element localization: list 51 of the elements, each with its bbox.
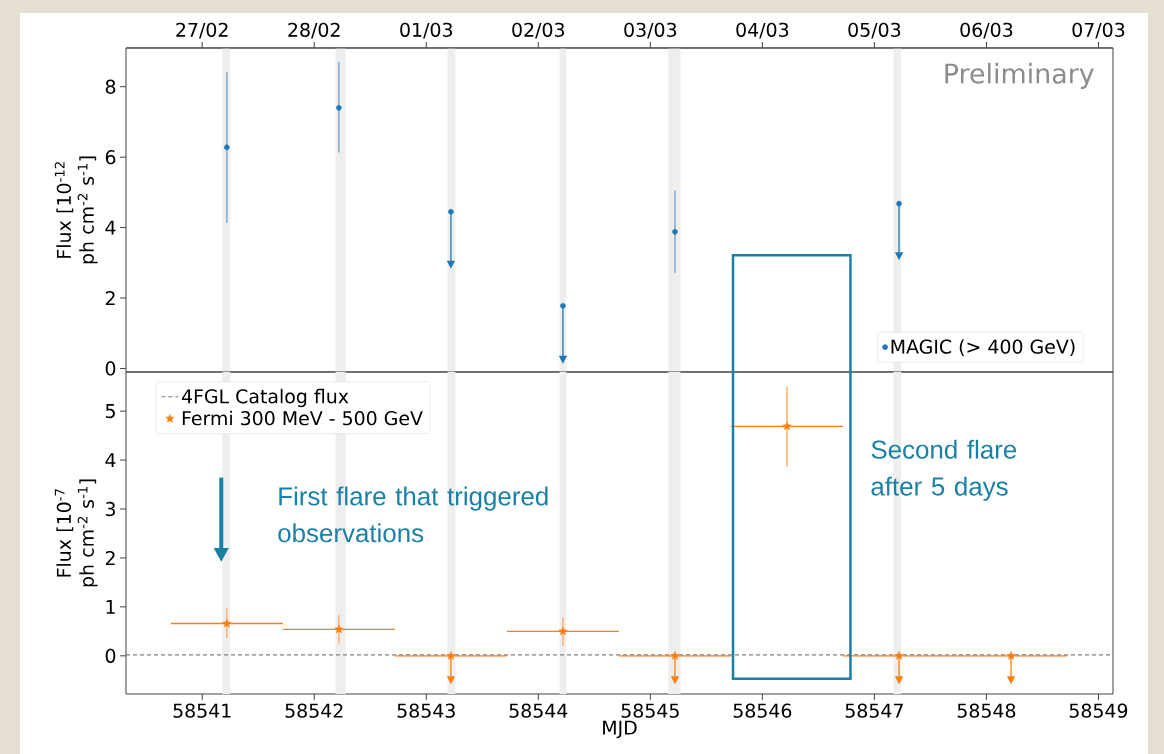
x-tick-label: 58549: [1069, 703, 1128, 718]
text: Flux [10$^{-12}$ ph cm$^{-2}$ s$^{-1}$]: [54, 156, 98, 264]
y-tick-label: 3: [105, 501, 116, 517]
y-tick-label: 0: [105, 648, 116, 663]
y-tick-label: 6: [105, 150, 116, 165]
y-tick-label: 2: [105, 291, 115, 306]
y-tick-label: 5: [105, 404, 115, 419]
annotation: First flare that triggered observations: [278, 486, 548, 543]
y-tick-label: 0: [105, 361, 116, 376]
x2-tick-label: 03/03: [624, 22, 677, 39]
y-tick-label: 2: [105, 550, 115, 565]
point: [222, 618, 232, 628]
x-tick-label: 58544: [509, 703, 568, 718]
point: [224, 144, 230, 151]
y-tick-label: 4: [105, 220, 116, 235]
annotation: Preliminary: [945, 62, 1094, 89]
point: [672, 229, 678, 235]
annotation: Second flare after 5 days: [871, 439, 1017, 501]
legend-label: Fermi 300 MeV - 500 GeV: [182, 410, 423, 426]
x-tick-label: 58543: [397, 703, 455, 718]
point: [896, 200, 902, 207]
point: [782, 421, 792, 431]
x2-tick-label: 05/03: [848, 22, 901, 39]
x2-tick-label: 02/03: [512, 22, 565, 39]
point: [894, 651, 904, 660]
point: [558, 626, 568, 636]
x-tick-label: 58545: [621, 703, 679, 718]
point: [336, 105, 342, 111]
point: [446, 651, 456, 660]
x-tick-label: 58547: [845, 703, 903, 718]
x-tick-label: 58541: [173, 703, 231, 718]
point: [448, 208, 454, 215]
x2-tick-label: 04/03: [736, 22, 789, 39]
x2-tick-label: 01/03: [400, 22, 453, 39]
point: [670, 651, 680, 660]
x-axis-title: MJD: [603, 720, 637, 739]
y-tick-label: 1: [106, 599, 115, 614]
x-tick-label: 58548: [957, 703, 1016, 718]
x2-tick-label: 06/03: [960, 22, 1013, 39]
point: [1006, 651, 1016, 660]
point: [334, 624, 344, 634]
y-tick-label: 8: [105, 79, 116, 94]
point: [560, 302, 566, 309]
legend-label: 4FGL Catalog flux: [181, 388, 349, 408]
x2-tick-label: 28/02: [288, 22, 340, 39]
x-tick-label: 58542: [285, 703, 343, 718]
x2-tick-label: 27/02: [176, 22, 228, 39]
x2-tick-label: 07/03: [1072, 22, 1125, 39]
legend-label: MAGIC (> 400 GeV): [891, 339, 1075, 357]
x-tick-label: 58546: [733, 703, 792, 718]
y-tick-label: 4: [105, 453, 116, 467]
